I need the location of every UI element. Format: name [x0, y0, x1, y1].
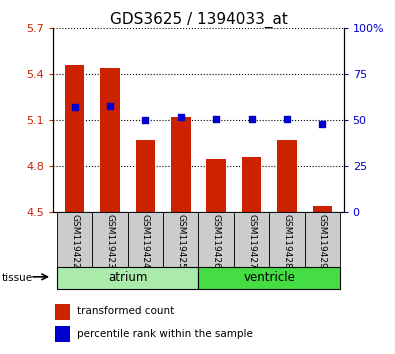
Text: ventricle: ventricle [243, 271, 295, 284]
Bar [55, 304, 70, 320]
Bar [57, 212, 92, 267]
Point [178, 114, 184, 120]
Text: GSM119429: GSM119429 [318, 214, 327, 269]
Bar [100, 68, 120, 212]
Bar [171, 117, 190, 212]
Point [107, 103, 113, 108]
Bar [207, 159, 226, 212]
Text: atrium: atrium [108, 271, 147, 284]
Text: GSM119422: GSM119422 [70, 214, 79, 269]
Text: transformed count: transformed count [77, 306, 174, 316]
Bar [199, 267, 340, 289]
Text: percentile rank within the sample: percentile rank within the sample [77, 329, 252, 339]
Text: GSM119428: GSM119428 [282, 214, 292, 269]
Text: GSM119424: GSM119424 [141, 214, 150, 269]
Point [142, 118, 149, 123]
Bar [305, 212, 340, 267]
Bar [163, 212, 199, 267]
Text: GSM119426: GSM119426 [212, 214, 221, 269]
Text: GSM119423: GSM119423 [105, 214, 115, 269]
Bar [313, 206, 332, 212]
Point [213, 116, 219, 121]
Bar [242, 157, 261, 212]
Bar [128, 212, 163, 267]
Bar [55, 326, 70, 342]
Bar [277, 140, 297, 212]
Bar [135, 140, 155, 212]
Bar [92, 212, 128, 267]
Text: GSM119427: GSM119427 [247, 214, 256, 269]
Text: GSM119425: GSM119425 [176, 214, 185, 269]
Text: tissue: tissue [2, 273, 33, 282]
Bar [234, 212, 269, 267]
Bar [65, 65, 84, 212]
Bar [57, 267, 199, 289]
Point [319, 121, 325, 127]
Bar [199, 212, 234, 267]
Point [248, 116, 255, 121]
Title: GDS3625 / 1394033_at: GDS3625 / 1394033_at [109, 12, 288, 28]
Bar [269, 212, 305, 267]
Point [284, 116, 290, 121]
Point [71, 105, 78, 110]
